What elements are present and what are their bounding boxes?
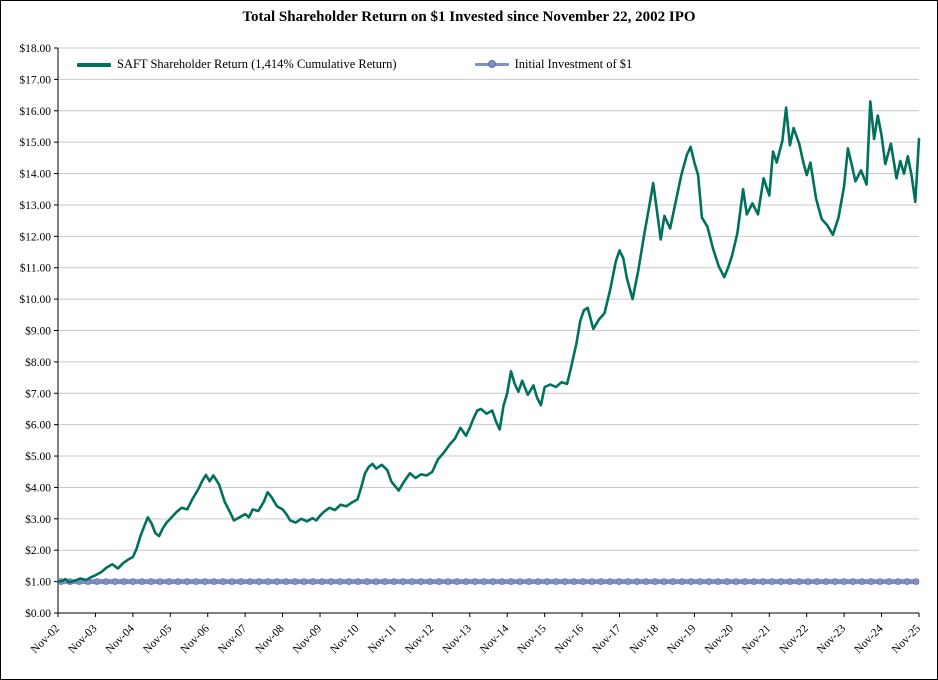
svg-text:Nov-02: Nov-02 <box>29 622 63 656</box>
svg-text:$7.00: $7.00 <box>25 387 51 400</box>
svg-text:Nov-10: Nov-10 <box>328 622 362 656</box>
svg-text:$1.00: $1.00 <box>25 576 51 589</box>
svg-text:$4.00: $4.00 <box>25 481 51 494</box>
legend-label-initial: Initial Investment of $1 <box>514 57 633 71</box>
svg-text:Nov-05: Nov-05 <box>141 622 175 656</box>
svg-text:$0.00: $0.00 <box>25 607 51 620</box>
initial-investment-line-marker-icon <box>474 60 509 68</box>
svg-text:$14.00: $14.00 <box>19 168 51 181</box>
svg-text:$18.00: $18.00 <box>19 42 51 55</box>
svg-text:Nov-04: Nov-04 <box>104 622 138 656</box>
svg-text:$3.00: $3.00 <box>25 513 51 526</box>
svg-text:Nov-18: Nov-18 <box>628 622 662 656</box>
svg-text:Nov-20: Nov-20 <box>703 622 737 656</box>
svg-text:Nov-22: Nov-22 <box>777 622 811 656</box>
svg-text:Nov-07: Nov-07 <box>216 622 250 656</box>
svg-text:$11.00: $11.00 <box>20 262 51 275</box>
svg-text:$2.00: $2.00 <box>25 544 51 557</box>
svg-text:$9.00: $9.00 <box>25 325 51 338</box>
svg-text:$5.00: $5.00 <box>25 450 51 463</box>
svg-text:Nov-09: Nov-09 <box>291 622 325 656</box>
svg-text:Nov-03: Nov-03 <box>66 622 100 656</box>
svg-text:Nov-16: Nov-16 <box>553 622 587 656</box>
svg-text:Nov-06: Nov-06 <box>179 622 213 656</box>
legend-item-saft: SAFT Shareholder Return (1,414% Cumulati… <box>77 57 397 72</box>
legend-item-initial: Initial Investment of $1 <box>474 57 633 72</box>
svg-text:$16.00: $16.00 <box>19 105 51 118</box>
svg-text:Nov-13: Nov-13 <box>441 622 475 656</box>
svg-text:Nov-14: Nov-14 <box>478 622 512 656</box>
chart-legend: SAFT Shareholder Return (1,414% Cumulati… <box>77 57 632 72</box>
chart-title: Total Shareholder Return on $1 Invested … <box>242 9 696 25</box>
svg-text:Nov-21: Nov-21 <box>740 622 774 656</box>
legend-label-saft: SAFT Shareholder Return (1,414% Cumulati… <box>117 57 397 71</box>
svg-text:Nov-08: Nov-08 <box>253 622 287 656</box>
svg-text:$10.00: $10.00 <box>19 293 51 306</box>
svg-text:Nov-19: Nov-19 <box>665 622 699 656</box>
svg-text:$8.00: $8.00 <box>25 356 51 369</box>
svg-text:Nov-23: Nov-23 <box>815 622 849 656</box>
svg-text:$13.00: $13.00 <box>19 199 51 212</box>
svg-text:Nov-25: Nov-25 <box>890 622 924 656</box>
saft-line-swatch-icon <box>77 62 111 67</box>
svg-text:$17.00: $17.00 <box>19 73 51 86</box>
svg-text:Nov-24: Nov-24 <box>852 622 886 656</box>
svg-text:$6.00: $6.00 <box>25 419 51 432</box>
svg-text:$15.00: $15.00 <box>19 136 51 149</box>
svg-text:Nov-17: Nov-17 <box>590 622 624 656</box>
svg-text:$12.00: $12.00 <box>19 230 51 243</box>
svg-text:Nov-11: Nov-11 <box>366 622 399 655</box>
svg-text:Nov-15: Nov-15 <box>515 622 549 656</box>
svg-text:Nov-12: Nov-12 <box>403 622 437 656</box>
